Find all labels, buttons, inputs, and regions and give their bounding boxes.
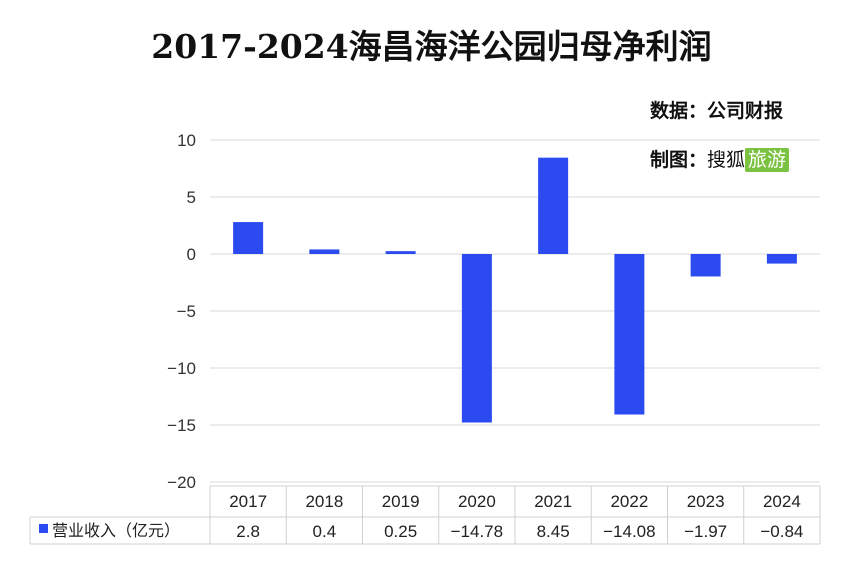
data-table: 2017 2.8 2018 0.4 2019 0.25 2020 −14.78 2021 8.45…	[29, 485, 821, 545]
y-axis-ticks: 10 5 0 −5 −10 −15 −20	[167, 131, 196, 492]
chart-title: 2017-2024海昌海洋公园归母净利润	[151, 27, 712, 66]
source-note: 数据：公司财报	[650, 100, 784, 122]
y-tick-label: −15	[167, 416, 196, 435]
y-tick-label: 0	[187, 245, 196, 264]
x-category-label: 2022	[610, 492, 648, 511]
y-tick-label: 10	[177, 131, 196, 150]
y-tick-label: −5	[177, 302, 196, 321]
legend-label: 营业收入（亿元）	[52, 521, 180, 540]
y-tick-label: −10	[167, 359, 196, 378]
bar-2022	[614, 254, 645, 415]
data-value-label: 2.8	[236, 522, 260, 541]
x-category-label: 2020	[458, 492, 496, 511]
maker-label: 制图：	[650, 149, 708, 171]
data-value-label: 8.45	[537, 522, 570, 541]
data-value-label: −0.84	[760, 522, 803, 541]
data-value-label: −14.78	[451, 522, 503, 541]
bar-2017	[233, 222, 264, 254]
legend-swatch	[39, 524, 48, 533]
x-category-label: 2024	[763, 492, 801, 511]
y-tick-label: −20	[167, 473, 196, 492]
x-category-label: 2021	[534, 492, 572, 511]
x-category-label: 2019	[382, 492, 420, 511]
data-value-label: −14.08	[603, 522, 655, 541]
maker-brand-badge: 旅游	[745, 148, 790, 172]
y-tick-label: 5	[187, 188, 196, 207]
bar-2021	[538, 157, 569, 254]
x-category-label: 2017	[229, 492, 267, 511]
gridlines	[210, 139, 820, 483]
bar-2023	[690, 254, 721, 277]
bar-2020	[461, 254, 492, 423]
x-category-label: 2018	[305, 492, 343, 511]
bar-2024	[766, 254, 797, 264]
data-value-label: 0.4	[313, 522, 337, 541]
data-value-label: 0.25	[384, 522, 417, 541]
bar-2019	[385, 251, 416, 254]
maker-note: 制图：搜狐 旅游	[650, 145, 790, 172]
bar-2018	[309, 249, 340, 254]
maker-name: 搜狐	[707, 149, 746, 171]
x-category-label: 2023	[687, 492, 725, 511]
bars	[233, 157, 797, 423]
data-value-label: −1.97	[684, 522, 727, 541]
